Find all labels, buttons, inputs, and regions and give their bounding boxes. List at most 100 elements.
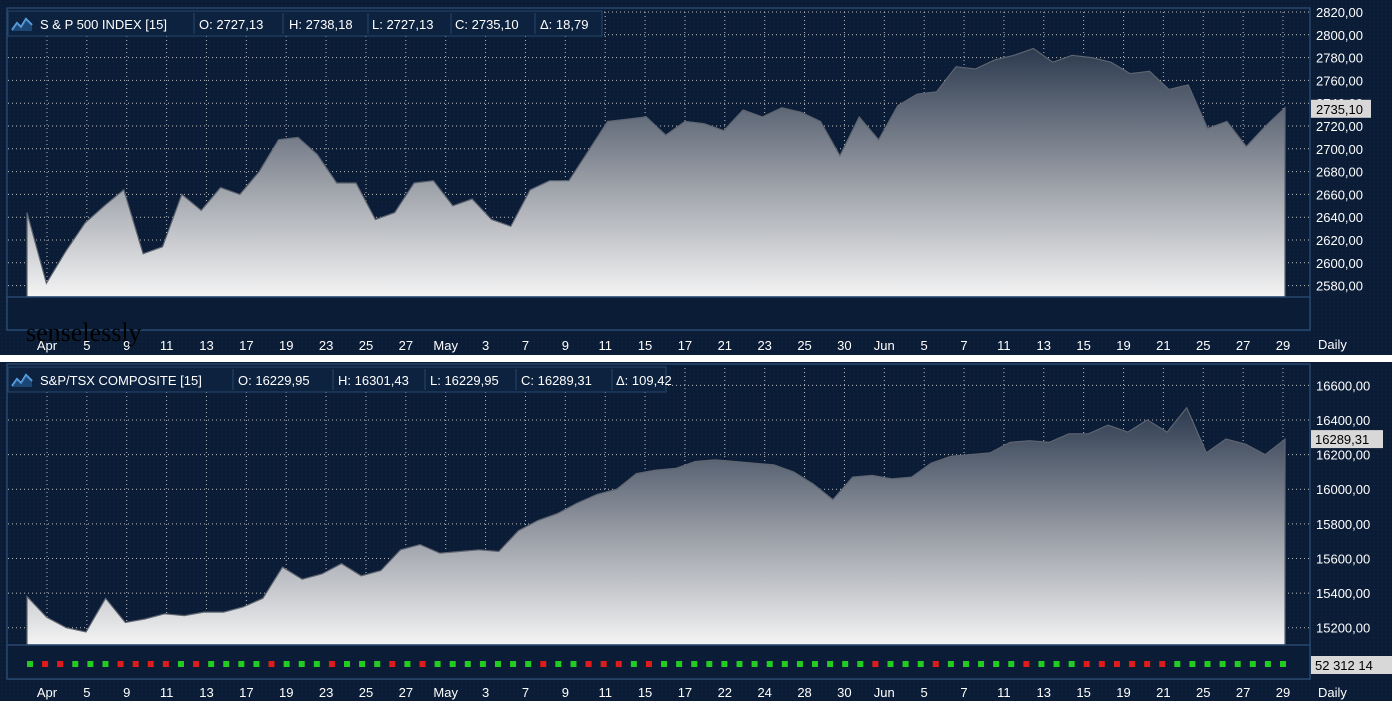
tsx-y-tick-label: 15200,00: [1316, 621, 1370, 636]
sp500-x-tick-label: 3: [482, 338, 489, 353]
volume-up-marker: [102, 661, 109, 667]
volume-down-marker: [57, 661, 64, 667]
volume-up-marker: [1264, 661, 1271, 667]
volume-down-marker: [147, 661, 154, 667]
sp500-x-axis: Apr 5 9 11 13 17 19 23 25 27 May 3 7 9 11 15 17 21 23 25 30 J…: [37, 338, 1290, 353]
tsx-x-tick-label: 9: [562, 685, 569, 700]
volume-up-marker: [253, 661, 260, 667]
volume-up-marker: [555, 661, 562, 667]
sp500-x-tick-label: 13: [199, 338, 213, 353]
sp500-x-tick-label: 9: [562, 338, 569, 353]
volume-up-marker: [706, 661, 713, 667]
sp500-y-tick-label: 2760,00: [1316, 73, 1363, 88]
tsx-open: O: 16229,95: [238, 373, 310, 388]
volume-down-marker: [1098, 661, 1105, 667]
volume-up-marker: [87, 661, 94, 667]
sp500-y-tick-label: 2700,00: [1316, 142, 1363, 157]
sp500-x-tick-label: 21: [718, 338, 732, 353]
volume-down-marker: [1113, 661, 1120, 667]
sp500-open: O: 2727,13: [199, 17, 263, 32]
sp500-x-tick-label: 23: [319, 338, 333, 353]
volume-up-marker: [676, 661, 683, 667]
sp500-y-tick-label: 2820,00: [1316, 5, 1363, 20]
volume-up-marker: [812, 661, 819, 667]
volume-up-marker: [1008, 661, 1015, 667]
sp500-x-tick-label: 19: [279, 338, 293, 353]
volume-up-marker: [781, 661, 788, 667]
volume-down-marker: [932, 661, 939, 667]
sp500-change: Δ: 18,79: [540, 17, 588, 32]
sp500-y-tick-label: 2660,00: [1316, 187, 1363, 202]
sp500-x-tick-label: 27: [399, 338, 413, 353]
sp500-x-tick-label: Apr: [37, 338, 58, 353]
sp500-x-tick-label: 19: [1116, 338, 1130, 353]
sp500-x-tick-label: 11: [997, 338, 1011, 353]
tsx-x-tick-label: 17: [678, 685, 692, 700]
volume-up-marker: [313, 661, 320, 667]
volume-down-marker: [1144, 661, 1151, 667]
volume-up-marker: [570, 661, 577, 667]
tsx-current-value-marker: 16289,31: [1311, 430, 1383, 449]
tsx-x-tick-label: Apr: [37, 685, 58, 700]
tsx-current-value: 16289,31: [1315, 432, 1369, 447]
volume-down-marker: [132, 661, 139, 667]
tsx-x-tick-label: 5: [921, 685, 928, 700]
tsx-y-tick-label: 15600,00: [1316, 551, 1370, 566]
volume-up-marker: [208, 661, 215, 667]
volume-down-marker: [645, 661, 652, 667]
volume-up-marker: [404, 661, 411, 667]
sp500-x-tick-label: 7: [960, 338, 967, 353]
sp500-instrument-name: S & P 500 INDEX [15]: [40, 17, 167, 32]
sp500-x-tick-label: Jun: [874, 338, 895, 353]
tsx-y-tick-label: 16200,00: [1316, 448, 1370, 463]
volume-down-marker: [268, 661, 275, 667]
sp500-x-tick-label: 5: [83, 338, 90, 353]
volume-down-marker: [162, 661, 169, 667]
volume-up-marker: [223, 661, 230, 667]
sp500-x-tick-label: 9: [123, 338, 130, 353]
volume-up-marker: [72, 661, 79, 667]
line-chart-icon[interactable]: [11, 16, 33, 32]
volume-up-marker: [177, 661, 184, 667]
sp500-close: C: 2735,10: [455, 17, 519, 32]
volume-up-marker: [947, 661, 954, 667]
volume-up-marker: [1219, 661, 1226, 667]
volume-up-marker: [842, 661, 849, 667]
tsx-x-axis: Apr 5 9 11 13 17 19 23 25 27 May 3 7 9 11 15 17 22 24 28 30 J…: [37, 685, 1290, 700]
tsx-x-tick-label: 15: [1076, 685, 1090, 700]
volume-up-marker: [359, 661, 366, 667]
tsx-x-tick-label: 29: [1276, 685, 1290, 700]
tsx-close: C: 16289,31: [521, 373, 592, 388]
volume-up-marker: [1068, 661, 1075, 667]
sp500-x-tick-label: 15: [638, 338, 652, 353]
volume-up-marker: [510, 661, 517, 667]
sp500-y-tick-label: 2720,00: [1316, 119, 1363, 134]
volume-up-marker: [238, 661, 245, 667]
tsx-x-tick-label: 27: [1236, 685, 1250, 700]
tsx-x-tick-label: 25: [359, 685, 373, 700]
line-chart-icon[interactable]: [11, 372, 33, 388]
volume-up-marker: [902, 661, 909, 667]
volume-down-marker: [585, 661, 592, 667]
tsx-x-tick-label: 11: [160, 685, 174, 700]
sp500-x-tick-label: 7: [522, 338, 529, 353]
volume-down-marker: [1023, 661, 1030, 667]
volume-up-marker: [494, 661, 501, 667]
volume-up-marker: [857, 661, 864, 667]
volume-down-marker: [600, 661, 607, 667]
volume-up-marker: [796, 661, 803, 667]
tsx-volume-markers: [27, 661, 1286, 667]
volume-up-marker: [1280, 661, 1286, 667]
sp500-y-tick-label: 2620,00: [1316, 233, 1363, 248]
sp500-y-tick-label: 2800,00: [1316, 28, 1363, 43]
sp500-x-tick-label: 11: [160, 338, 174, 353]
tsx-x-tick-label: 13: [199, 685, 213, 700]
tsx-x-tick-label: 7: [522, 685, 529, 700]
volume-up-marker: [1053, 661, 1060, 667]
sp500-x-tick-label: 25: [1196, 338, 1210, 353]
volume-up-marker: [1038, 661, 1045, 667]
sp500-y-tick-label: 2680,00: [1316, 165, 1363, 180]
volume-up-marker: [525, 661, 532, 667]
volume-up-marker: [887, 661, 894, 667]
tsx-y-tick-label: 16000,00: [1316, 482, 1370, 497]
